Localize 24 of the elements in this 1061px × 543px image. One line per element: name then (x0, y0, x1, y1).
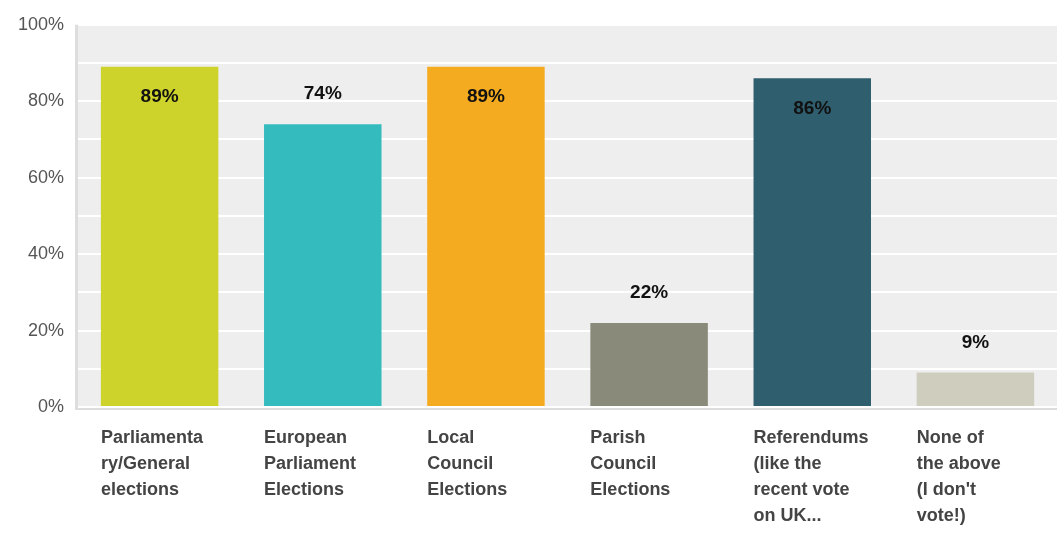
bar (100, 66, 219, 406)
x-tick-label: Parliamenta ry/General elections (100, 426, 204, 499)
x-tick-label: Local Council Elections (427, 426, 508, 499)
bar (590, 322, 708, 406)
data-label: 9% (961, 330, 990, 352)
bar (427, 66, 545, 406)
y-tick-label: 0% (38, 395, 65, 416)
data-label: 86% (793, 96, 832, 118)
x-tick-label: None of the above (I don't vote!) (916, 426, 1001, 525)
x-tick-label: European Parliament Elections (264, 426, 357, 499)
x-tick-label: Parish Council Elections (590, 426, 671, 499)
bar (753, 78, 871, 406)
y-tick-label: 40% (28, 243, 65, 264)
data-label: 22% (630, 281, 669, 303)
bar (916, 372, 1035, 406)
x-tick-label: Referendums (like the recent vote on UK... (753, 426, 869, 525)
data-label: 89% (466, 85, 506, 107)
y-tick-label: 20% (28, 319, 65, 340)
y-tick-label: 100% (17, 13, 65, 34)
bar (264, 124, 382, 406)
data-label: 74% (303, 82, 342, 104)
y-tick-label: 60% (28, 166, 65, 187)
data-label: 89% (140, 85, 179, 107)
y-tick-label: 80% (28, 90, 65, 111)
